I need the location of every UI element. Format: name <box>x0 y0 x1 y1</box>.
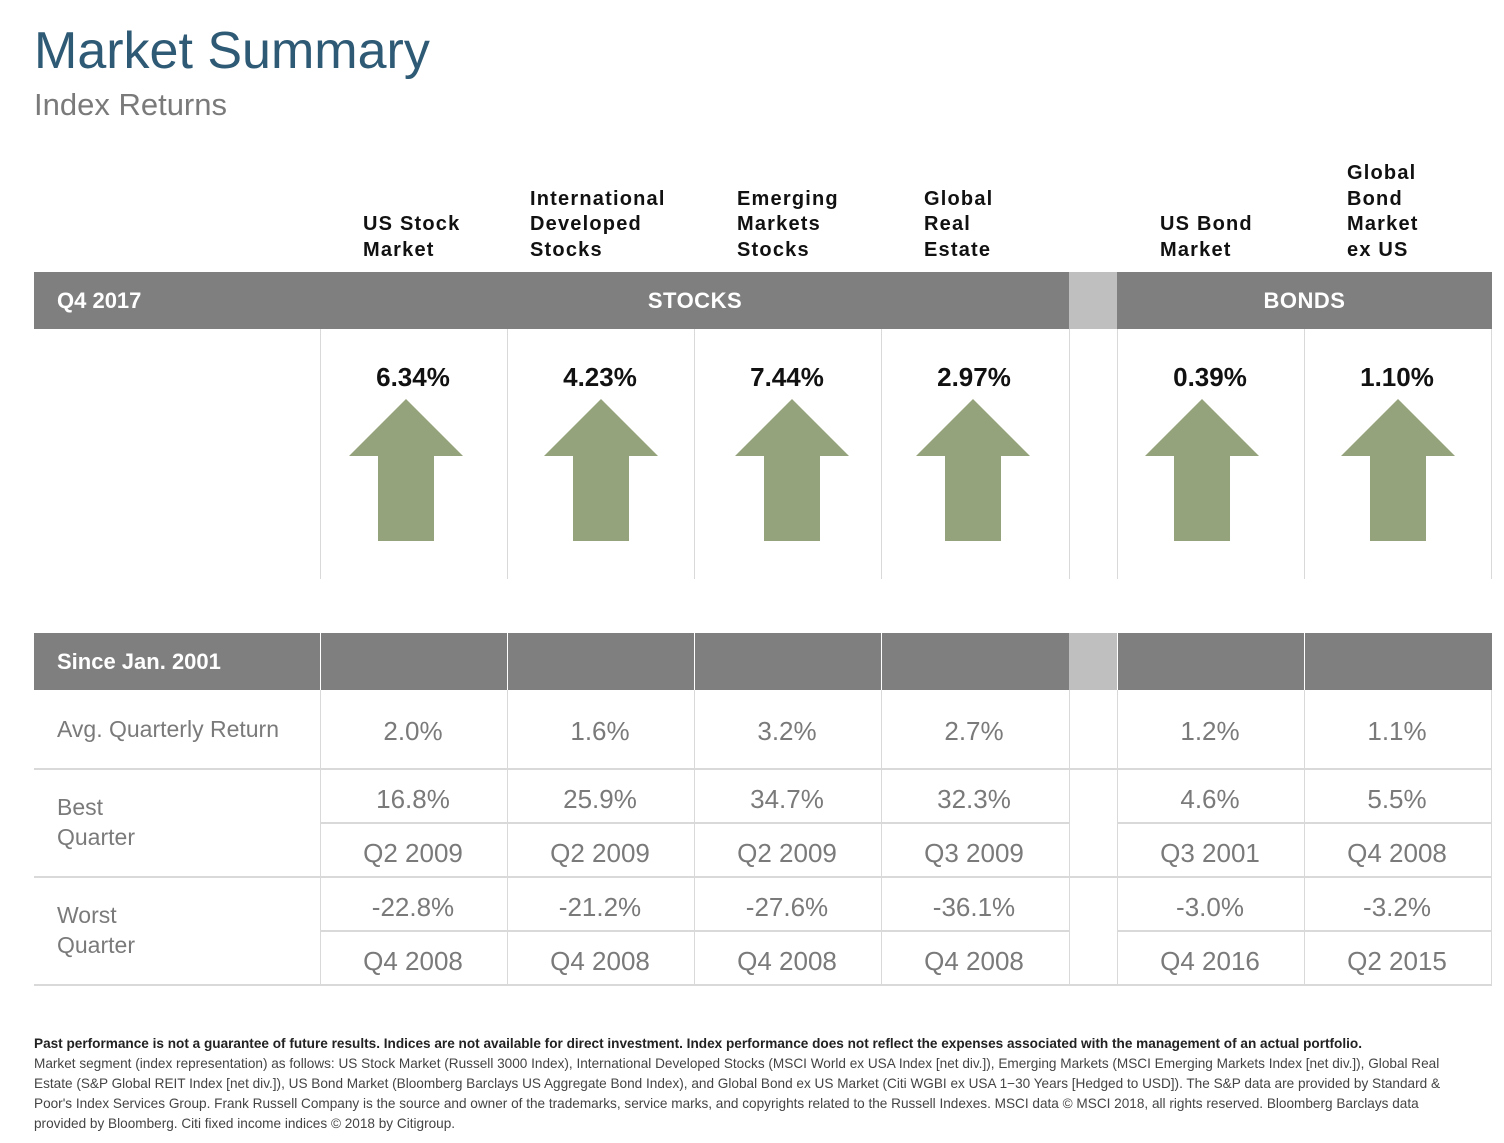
worst-quarter-us-bond: Q4 2016 <box>1160 946 1260 976</box>
worst-value-emerging: -27.6% <box>745 892 829 922</box>
table-divider <box>507 690 508 985</box>
table-divider <box>881 690 882 985</box>
avg-return-intl-developed: 1.6% <box>570 716 630 746</box>
row-divider <box>320 930 1069 932</box>
quarter-bar-bonds: BONDS <box>1117 272 1492 329</box>
up-arrow-icon <box>1145 399 1259 541</box>
page-title: Market Summary <box>34 22 430 80</box>
worst-quarter-global-bond: Q2 2015 <box>1347 946 1447 976</box>
quarter-return-us-stock: 6.34% <box>376 362 450 392</box>
since-bar-cell <box>695 633 881 690</box>
avg-return-global-bond: 1.1% <box>1367 716 1427 746</box>
row-divider <box>34 984 1492 986</box>
quarter-return-global-real-estate: 2.97% <box>937 362 1011 392</box>
avg-return-emerging: 3.2% <box>757 716 817 746</box>
column-divider <box>1117 329 1118 579</box>
column-divider <box>320 329 321 579</box>
since-bar-cell <box>321 633 507 690</box>
table-divider <box>1304 690 1305 985</box>
best-quarter-global-bond: Q4 2008 <box>1347 838 1447 868</box>
page-subtitle: Index Returns <box>34 87 227 122</box>
column-header-global-bond: Global Bond Market ex US <box>1347 162 1419 261</box>
best-quarter-intl-developed: Q2 2009 <box>550 838 650 868</box>
since-bar: Since Jan. 2001 <box>34 633 320 690</box>
up-arrow-icon <box>1341 399 1455 541</box>
since-label: Since Jan. 2001 <box>57 649 221 674</box>
quarter-return-global-bond: 1.10% <box>1360 362 1434 392</box>
avg-return-global-real-estate: 2.7% <box>944 716 1004 746</box>
best-quarter-us-stock: Q2 2009 <box>363 838 463 868</box>
best-quarter-us-bond: Q3 2001 <box>1160 838 1260 868</box>
column-header-emerging: Emerging Markets Stocks <box>737 187 839 261</box>
table-divider <box>320 690 321 985</box>
column-divider <box>1069 329 1070 579</box>
best-value-global-bond: 5.5% <box>1367 784 1427 814</box>
disclosure-bold-line: Past performance is not a guarantee of f… <box>34 1036 1362 1051</box>
disclosure-footer: Past performance is not a guarantee of f… <box>34 1034 1464 1134</box>
up-arrow-icon <box>916 399 1030 541</box>
row-divider <box>34 876 1492 878</box>
up-arrow-icon <box>735 399 849 541</box>
best-value-us-stock: 16.8% <box>376 784 450 814</box>
worst-quarter-label-line2: Quarter <box>57 932 135 958</box>
quarter-period-label: Q4 2017 <box>57 288 142 313</box>
column-header-us-bond: US Bond Market <box>1160 213 1253 261</box>
worst-value-global-real-estate: -36.1% <box>932 892 1016 922</box>
table-divider <box>1491 690 1492 985</box>
worst-value-us-bond: -3.0% <box>1176 892 1244 922</box>
avg-return-us-bond: 1.2% <box>1180 716 1240 746</box>
worst-quarter-intl-developed: Q4 2008 <box>550 946 650 976</box>
table-divider <box>1117 690 1118 985</box>
column-header-us-stock: US Stock Market <box>363 213 461 261</box>
up-arrow-icon <box>349 399 463 541</box>
quarter-return-intl-developed: 4.23% <box>563 362 637 392</box>
since-bar-cell <box>882 633 1069 690</box>
column-header-global-real-estate: Global Real Estate <box>924 187 994 261</box>
up-arrow-icon <box>544 399 658 541</box>
quarter-bar-stocks: Q4 2017 STOCKS <box>34 272 1069 329</box>
best-quarter-global-real-estate: Q3 2009 <box>924 838 1024 868</box>
worst-quarter-label-line1: Worst <box>57 902 117 928</box>
best-value-global-real-estate: 32.3% <box>937 784 1011 814</box>
disclosure-body: Market segment (index representation) as… <box>34 1056 1441 1131</box>
quarter-return-emerging: 7.44% <box>750 362 824 392</box>
column-header-intl-developed: International Developed Stocks <box>530 187 666 261</box>
worst-quarter-emerging: Q4 2008 <box>737 946 837 976</box>
best-value-intl-developed: 25.9% <box>563 784 637 814</box>
column-divider <box>1491 329 1492 579</box>
avg-return-label: Avg. Quarterly Return <box>57 716 280 742</box>
group-separator <box>1069 633 1117 690</box>
best-quarter-emerging: Q2 2009 <box>737 838 837 868</box>
row-divider <box>320 822 1069 824</box>
bonds-group-label: BONDS <box>1263 288 1346 313</box>
column-divider <box>1304 329 1305 579</box>
worst-value-intl-developed: -21.2% <box>558 892 642 922</box>
best-value-us-bond: 4.6% <box>1180 784 1240 814</box>
since-bar-cell <box>1118 633 1304 690</box>
column-divider <box>694 329 695 579</box>
worst-quarter-global-real-estate: Q4 2008 <box>924 946 1024 976</box>
row-divider <box>1117 822 1492 824</box>
column-divider <box>507 329 508 579</box>
worst-value-global-bond: -3.2% <box>1363 892 1431 922</box>
table-divider <box>694 690 695 985</box>
since-bar-cell <box>508 633 694 690</box>
worst-value-us-stock: -22.8% <box>371 892 455 922</box>
worst-quarter-us-stock: Q4 2008 <box>363 946 463 976</box>
since-bar-cell <box>1305 633 1492 690</box>
avg-return-us-stock: 2.0% <box>383 716 443 746</box>
row-divider <box>34 768 1492 770</box>
best-quarter-label-line1: Best <box>57 794 104 820</box>
row-divider <box>1117 930 1492 932</box>
table-divider <box>1069 690 1070 985</box>
stocks-group-label: STOCKS <box>647 288 743 313</box>
best-quarter-label-line2: Quarter <box>57 824 135 850</box>
group-separator <box>1069 272 1117 329</box>
best-value-emerging: 34.7% <box>750 784 824 814</box>
column-divider <box>881 329 882 579</box>
quarter-return-us-bond: 0.39% <box>1173 362 1247 392</box>
